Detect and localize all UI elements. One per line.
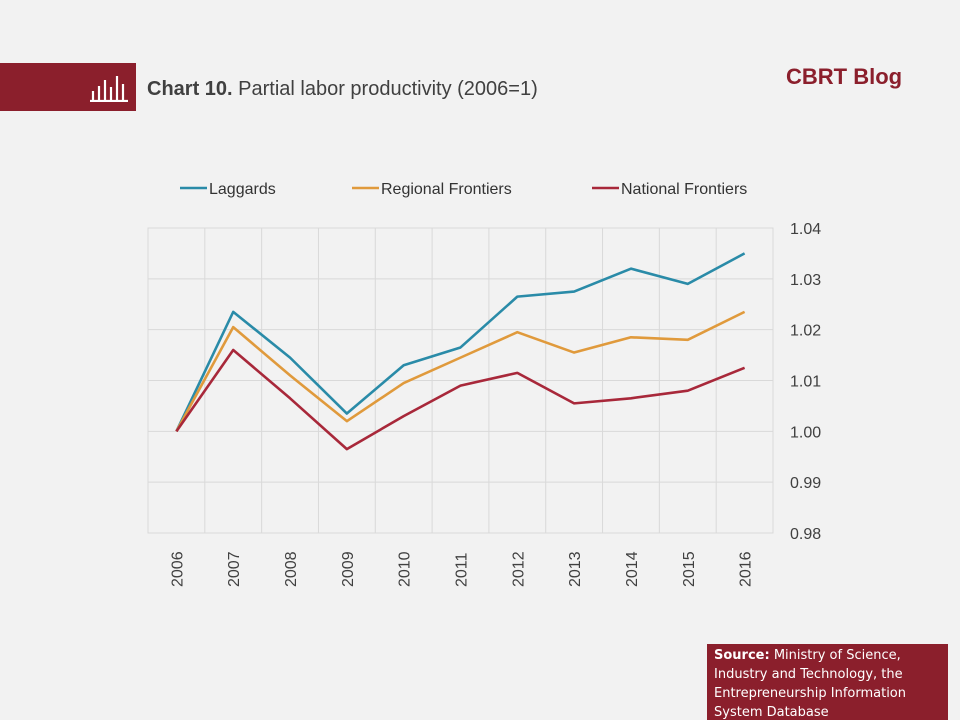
y-tick-label: 0.99 (790, 475, 821, 492)
chart-title-text: Partial labor productivity (2006=1) (238, 78, 538, 100)
y-tick-label: 1.03 (790, 272, 821, 289)
source-box: Source: Ministry of Science, Industry an… (707, 644, 948, 720)
x-tick-label: 2012 (510, 551, 527, 587)
bar-chart-icon (90, 76, 128, 102)
chart-title: Chart 10. Partial labor productivity (20… (147, 78, 538, 101)
x-tick-label: 2009 (340, 551, 357, 587)
y-tick-label: 1.02 (790, 323, 821, 340)
legend-label: Regional Frontiers (381, 181, 512, 198)
x-tick-label: 2011 (454, 552, 471, 587)
x-tick-label: 2016 (738, 551, 755, 587)
y-tick-label: 1.01 (790, 374, 821, 391)
y-tick-label: 1.00 (790, 424, 821, 441)
legend-label: Laggards (209, 181, 276, 198)
line-chart: 0.98 0.99 1.00 1.01 1.02 1.03 1.04 2006 2007 2008… (147, 181, 821, 587)
blog-label: CBRT Blog (786, 64, 903, 89)
x-tick-label: 2013 (567, 551, 584, 587)
x-tick-label: 2010 (397, 551, 414, 587)
chart-number: Chart 10. (147, 78, 233, 100)
source-text: Ministry of Science, Industry and Techno… (714, 648, 906, 720)
y-tick-label: 0.98 (790, 526, 821, 543)
x-tick-label: 2014 (624, 551, 641, 587)
header-band (0, 63, 136, 111)
legend-label: National Frontiers (621, 181, 747, 198)
source-label: Source: (714, 648, 770, 663)
x-tick-label: 2007 (226, 551, 243, 587)
x-tick-label: 2015 (681, 551, 698, 587)
y-tick-label: 1.04 (790, 221, 821, 238)
x-tick-label: 2008 (283, 551, 300, 587)
x-tick-label: 2006 (169, 551, 186, 587)
